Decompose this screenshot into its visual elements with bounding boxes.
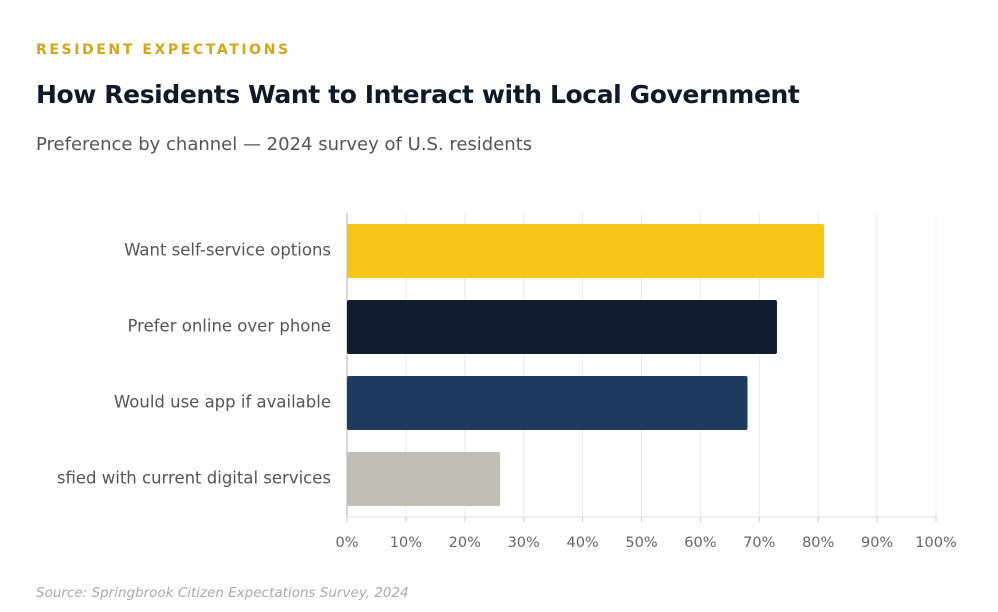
eyebrow: RESIDENT EXPECTATIONS bbox=[36, 42, 291, 58]
chart-title: How Residents Want to Interact with Loca… bbox=[36, 80, 800, 109]
x-tick-label: 60% bbox=[684, 535, 716, 551]
x-tick-label: 100% bbox=[915, 535, 956, 551]
y-tick-label: Prefer online over phone bbox=[128, 317, 331, 336]
chart-subtitle: Preference by channel — 2024 survey of U… bbox=[36, 134, 532, 155]
x-tick-label: 70% bbox=[743, 535, 775, 551]
bar bbox=[347, 376, 748, 430]
x-tick-label: 20% bbox=[449, 535, 481, 551]
source-note: Source: Springbrook Citizen Expectations… bbox=[36, 585, 409, 601]
bar bbox=[347, 224, 825, 278]
x-tick-label: 90% bbox=[861, 535, 893, 551]
x-tick-label: 40% bbox=[566, 535, 598, 551]
x-tick-label: 80% bbox=[802, 535, 834, 551]
y-tick-label: sfied with current digital services bbox=[57, 469, 331, 488]
bar bbox=[347, 300, 777, 354]
bar bbox=[347, 452, 501, 506]
y-tick-label: Want self-service options bbox=[124, 241, 331, 260]
x-tick-label: 0% bbox=[335, 535, 358, 551]
x-tick-label: 10% bbox=[390, 535, 422, 551]
x-tick-label: 50% bbox=[625, 535, 657, 551]
y-tick-label: Would use app if available bbox=[114, 393, 331, 412]
x-tick-label: 30% bbox=[508, 535, 540, 551]
